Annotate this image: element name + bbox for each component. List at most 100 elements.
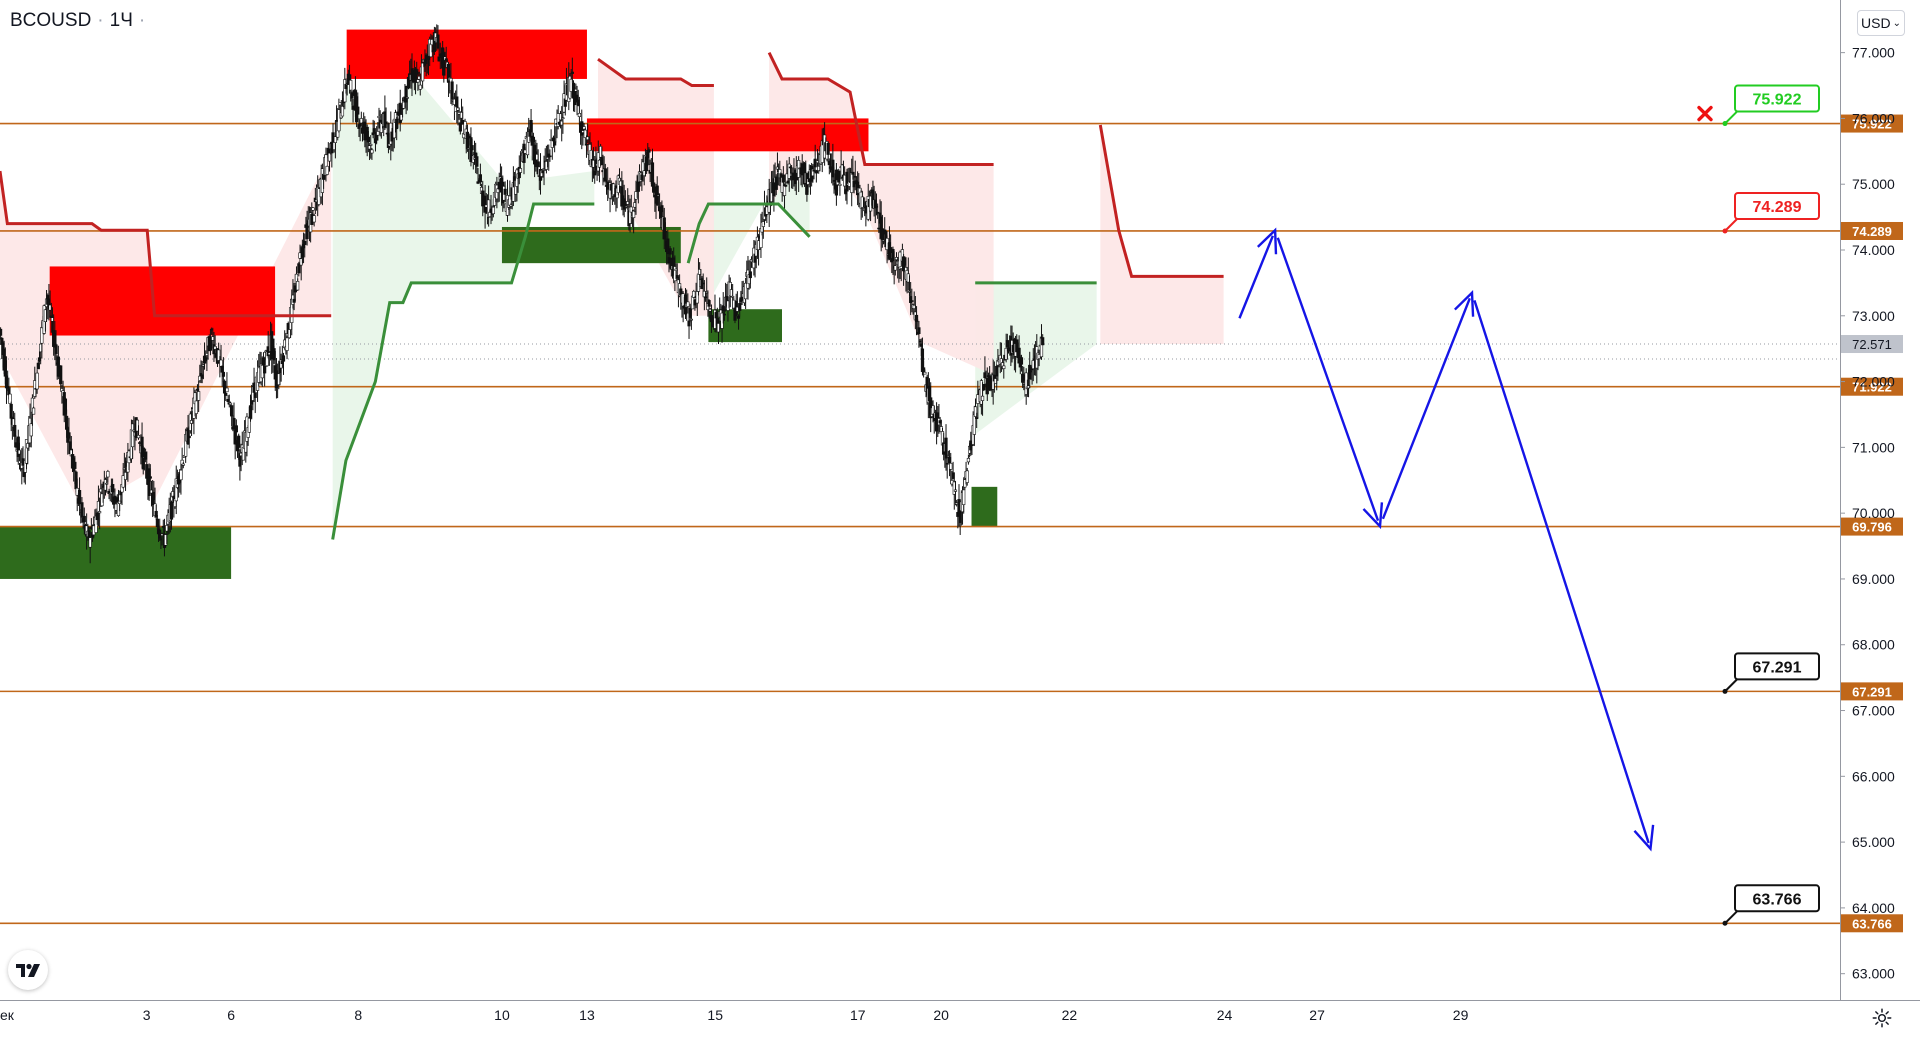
y-tick-label: 70.000 (1852, 505, 1895, 521)
bear-trend-fill (1100, 125, 1224, 345)
level-price-label: 75.922 (1852, 117, 1892, 132)
candle-body (421, 62, 425, 82)
demand-zone (501, 226, 681, 264)
candle-body (337, 109, 341, 132)
candle-body (404, 85, 408, 103)
candle-body (333, 136, 337, 143)
price-callout-box[interactable] (1734, 652, 1820, 681)
candle-body (376, 131, 380, 136)
forecast-segment (1276, 237, 1380, 522)
candle-body (349, 79, 353, 91)
candle-body (647, 149, 651, 153)
callout-pointer (1724, 218, 1738, 232)
price-callout-label: 75.922 (1753, 92, 1802, 109)
candle-body (154, 510, 158, 518)
bear-trailing-stop-line (597, 57, 714, 88)
candle-body (263, 366, 267, 374)
candle-body (914, 314, 919, 322)
candle-body (436, 34, 440, 49)
forecast-arrowhead (1633, 824, 1655, 852)
candle-body (675, 275, 679, 279)
candle-body (416, 79, 420, 83)
price-callout-box[interactable] (1734, 884, 1820, 913)
gear-icon[interactable] (1868, 1004, 1896, 1032)
candle-body (384, 121, 388, 125)
candle-body (444, 58, 448, 62)
candle-body (722, 313, 727, 316)
candle-body (748, 271, 752, 279)
callout-anchor-dot (1722, 920, 1728, 926)
candle-body (106, 471, 110, 478)
y-tick-label: 66.000 (1852, 768, 1895, 784)
x-tick-label: 22 (1062, 1007, 1078, 1023)
candle-body (475, 156, 479, 167)
bull-trailing-stop-line (686, 202, 811, 264)
candle-body (29, 423, 33, 437)
price-callout-box[interactable] (1734, 191, 1820, 220)
y-tick-label: 77.000 (1852, 45, 1895, 61)
candle-body (228, 402, 233, 405)
current-price-tag (1841, 335, 1903, 354)
candle-body (54, 344, 58, 355)
candle-body (285, 337, 289, 351)
candle-body (738, 303, 742, 311)
level-price-tag (1841, 682, 1903, 701)
candle-body (303, 240, 307, 245)
tradingview-logo-icon[interactable] (8, 950, 48, 990)
candle-body (405, 97, 409, 99)
price-callout-label: 67.291 (1753, 659, 1802, 676)
callout-anchor-dot (1722, 688, 1728, 694)
candle-body (583, 129, 587, 138)
candle-body (632, 210, 636, 218)
chevron-down-icon: ⌄ (1892, 17, 1901, 29)
candle-body (561, 117, 565, 120)
interval-label[interactable]: 1Ч (109, 10, 133, 31)
candle-body (181, 463, 185, 466)
candle-body (356, 106, 360, 115)
y-tick-label: 68.000 (1852, 637, 1895, 653)
candle-body (851, 171, 855, 175)
candle-body (77, 490, 82, 505)
callout-anchor-dot (1722, 228, 1728, 234)
y-tick-label: 64.000 (1852, 900, 1895, 916)
symbol-header[interactable]: BCOUSD · 1Ч · (10, 10, 145, 32)
y-tick-label: 72.000 (1852, 374, 1895, 390)
forecast-arrowhead (1454, 290, 1475, 317)
bear-trailing-stop-line (0, 170, 332, 318)
candle-body (35, 372, 39, 390)
x-tick-label: 3 (143, 1007, 151, 1023)
time-axis[interactable] (0, 1000, 1920, 1040)
x-tick-label: 15 (707, 1007, 723, 1023)
candle-body (668, 248, 672, 255)
y-tick-label: 75.000 (1852, 176, 1895, 192)
x-tick-label: 6 (227, 1007, 235, 1023)
candle-body (826, 142, 830, 155)
candle-body (973, 406, 978, 417)
candle-body (837, 170, 841, 183)
candle-body (13, 424, 17, 437)
candle-body (781, 174, 785, 183)
candle-body (548, 155, 552, 158)
candle-body (692, 290, 696, 298)
candle-body (603, 168, 607, 181)
candle-body (359, 118, 363, 124)
currency-button[interactable]: USD ⌄ (1857, 10, 1905, 36)
bull-trailing-stop-line (331, 202, 595, 540)
candle-body (687, 320, 691, 327)
candle-body (225, 387, 229, 393)
close-icon[interactable] (1697, 105, 1713, 122)
candle-body (838, 183, 842, 186)
level-price-label: 74.289 (1852, 224, 1892, 239)
candle-body (230, 405, 234, 417)
candle-body (470, 145, 474, 151)
current-price-label: 72.571 (1852, 337, 1892, 352)
candle-body (221, 371, 225, 377)
candle-body (324, 154, 328, 176)
candle-body (418, 84, 422, 90)
candle-body (296, 281, 300, 291)
price-callout-box[interactable] (1734, 84, 1820, 113)
candle-body (82, 515, 86, 523)
bear-trend-fill (0, 151, 332, 527)
